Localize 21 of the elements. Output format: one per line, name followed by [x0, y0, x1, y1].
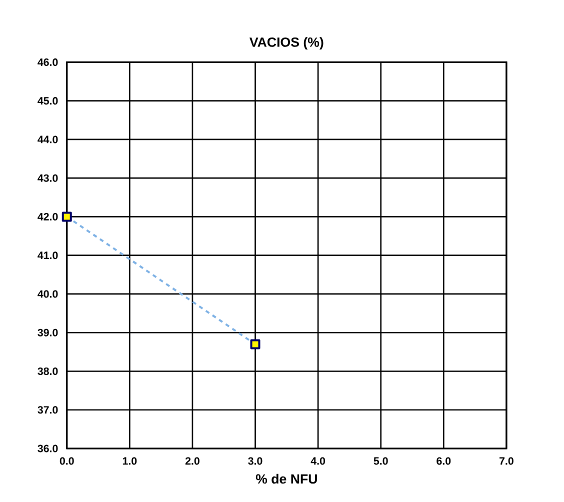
y-tick-label: 36.0: [38, 444, 58, 452]
y-tick-label: 43.0: [38, 174, 58, 182]
x-tick-label: 5.0: [374, 457, 388, 465]
y-tick-label: 38.0: [38, 367, 58, 376]
y-tick-label: 42.0: [38, 212, 58, 220]
y-tick-label: 37.0: [38, 406, 58, 414]
x-tick-label: 7.0: [500, 457, 514, 465]
x-tick-label: 3.0: [248, 457, 262, 465]
x-tick-label: 4.0: [310, 457, 326, 465]
y-tick-label: 39.0: [38, 328, 58, 336]
x-tick-label: 2.0: [185, 457, 200, 465]
y-tick-label: 44.0: [38, 136, 58, 144]
y-tick-label: 40.0: [38, 290, 58, 298]
x-tick-label: 1.0: [122, 457, 137, 465]
x-axis-title: % de NFU: [256, 474, 317, 484]
y-tick-label: 41.0: [38, 252, 58, 260]
x-tick-label: 6.0: [436, 457, 451, 465]
y-tick-label: 46.0: [38, 58, 58, 66]
y-tick-label: 45.0: [38, 97, 58, 105]
chart-title: VACIOS (%): [249, 37, 324, 50]
x-tick-label: 0.0: [60, 457, 74, 465]
